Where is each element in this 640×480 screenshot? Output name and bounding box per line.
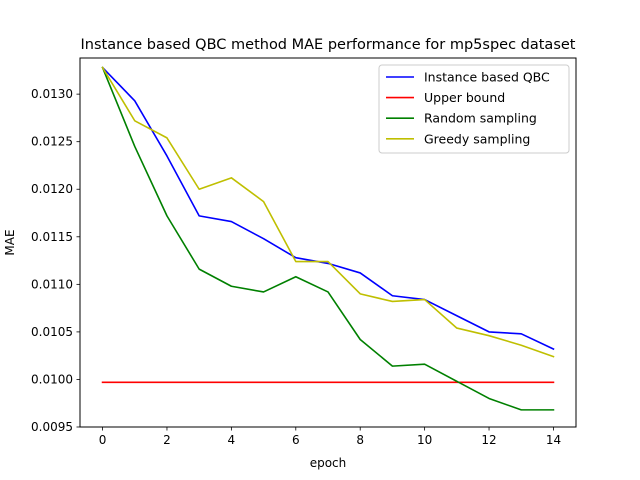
y-tick-label: 0.0100 [31, 372, 73, 386]
x-tick-label: 2 [163, 433, 171, 447]
series-layer [101, 66, 555, 411]
chart-title: Instance based QBC method MAE performanc… [81, 37, 576, 53]
y-tick-label: 0.0115 [31, 230, 73, 244]
y-tick-label: 0.0120 [31, 182, 73, 196]
y-tick-label: 0.0125 [31, 135, 73, 149]
x-tick-label: 12 [481, 433, 496, 447]
series-line-instance-based-qbc [101, 66, 555, 351]
x-axis-label: epoch [310, 456, 347, 470]
legend-label-upper-bound: Upper bound [424, 90, 505, 105]
y-axis: 0.0095 0.0100 0.0105 0.0110 0.0115 0.0120 0.01… [31, 87, 80, 434]
y-tick-label: 0.0095 [31, 420, 73, 434]
legend-box [378, 64, 570, 154]
legend: Instance based QBC Upper bound Random samp… [378, 64, 570, 154]
x-tick-label: 14 [546, 433, 561, 447]
plot-area-frame [79, 57, 577, 428]
x-tick-label: 4 [228, 433, 236, 447]
y-tick-label: 0.0105 [31, 325, 73, 339]
y-tick-label: 0.0130 [31, 87, 73, 101]
y-tick-label: 0.0110 [31, 277, 73, 291]
legend-label-instance-based-qbc: Instance based QBC [424, 70, 550, 85]
series-line-random-sampling [101, 66, 555, 411]
legend-label-greedy-sampling: Greedy sampling [424, 131, 530, 146]
y-axis-label: MAE [3, 229, 17, 255]
legend-label-random-sampling: Random sampling [424, 111, 537, 126]
x-tick-label: 8 [356, 433, 364, 447]
x-tick-label: 10 [417, 433, 432, 447]
x-tick-label: 0 [99, 433, 107, 447]
x-tick-label: 6 [292, 433, 300, 447]
series-line-greedy-sampling [101, 66, 555, 358]
x-axis: 0 2 4 6 8 10 12 14 [99, 427, 561, 447]
